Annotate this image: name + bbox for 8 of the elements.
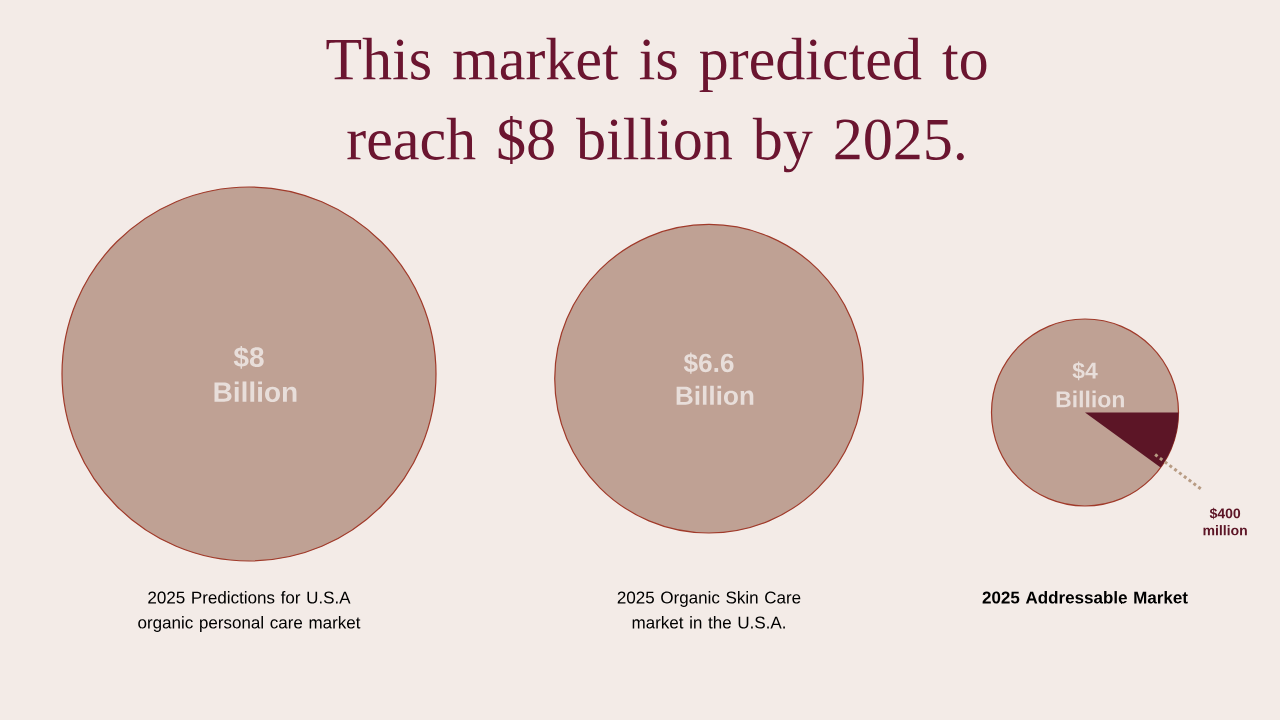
text: This market is predicted to reach $8 billion by 2025. — [326, 37, 987, 173]
category-label: 2025 Addressable Market — [982, 591, 1188, 604]
data-label: $6.6 Billion — [676, 352, 754, 405]
data-label: $4 Billion — [1056, 361, 1124, 408]
category-label: 2025 Predictions for U.S.A organic personal care market — [138, 591, 361, 632]
data-label: $400 million — [1203, 507, 1247, 536]
category-label: 2025 Organic Skin Care market in the U.S.A. — [617, 591, 801, 629]
data-label: $8 Billion — [214, 345, 297, 403]
